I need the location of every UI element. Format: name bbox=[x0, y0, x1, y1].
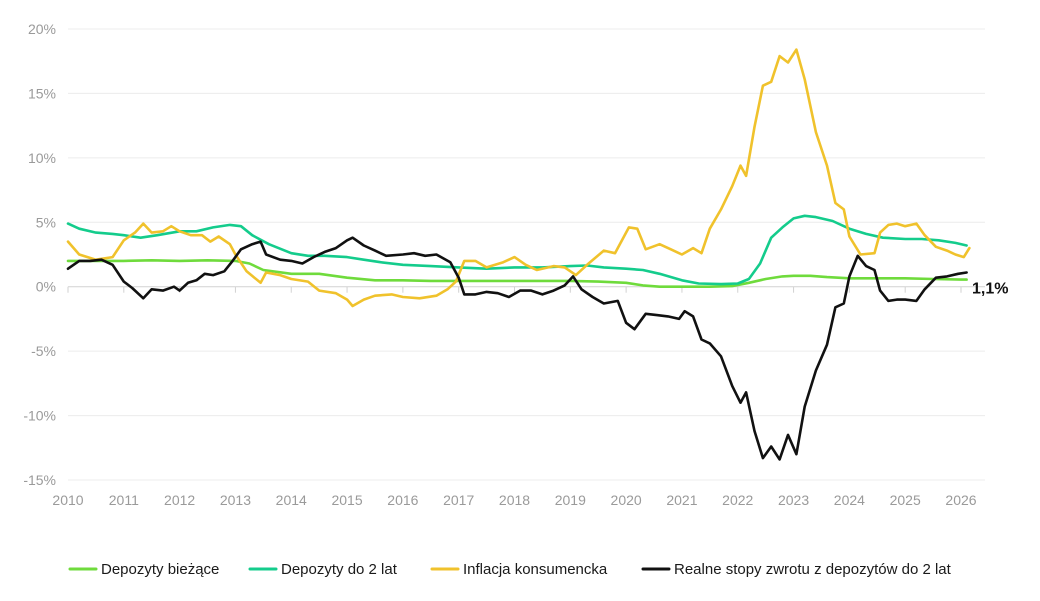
x-tick-label: 2021 bbox=[666, 492, 697, 508]
series-lines bbox=[66, 48, 971, 461]
x-tick-label: 2026 bbox=[945, 492, 976, 508]
x-tick-label: 2011 bbox=[109, 492, 139, 508]
y-tick-label: 15% bbox=[28, 85, 56, 101]
legend: Depozyty bieżące Depozyty do 2 lat Inflacj… bbox=[68, 561, 952, 578]
x-tick-label: 2025 bbox=[890, 492, 921, 508]
x-tick-label: 2013 bbox=[220, 492, 251, 508]
x-tick-label: 2022 bbox=[722, 492, 753, 508]
legend-label-2: Depozyty do 2 lat bbox=[281, 561, 398, 578]
x-tick-label: 2019 bbox=[555, 492, 586, 508]
y-tick-label: 20% bbox=[28, 21, 56, 37]
x-tick-label: 2016 bbox=[387, 492, 418, 508]
series-line-3 bbox=[66, 48, 971, 308]
x-tick-label: 2015 bbox=[331, 492, 362, 508]
x-tick-label: 2010 bbox=[52, 492, 83, 508]
legend-label-4: Realne stopy zwrotu z depozytów do 2 lat bbox=[674, 561, 952, 578]
y-tick-label: -10% bbox=[23, 408, 56, 424]
x-tick-label: 2012 bbox=[164, 492, 195, 508]
legend-label-3: Inflacja konsumencka bbox=[463, 561, 608, 578]
x-axis-ticks: 2010 2011 2012 2013 2014 2015 2016 2017 2018 2019… bbox=[52, 286, 977, 508]
y-tick-label: 0% bbox=[36, 279, 56, 295]
y-tick-label: -15% bbox=[23, 472, 56, 488]
x-tick-label: 2018 bbox=[499, 492, 530, 508]
legend-label-1: Depozyty bieżące bbox=[101, 561, 219, 578]
x-tick-label: 2024 bbox=[834, 492, 865, 508]
series-line-1 bbox=[66, 259, 968, 288]
y-tick-label: 5% bbox=[36, 214, 56, 230]
x-tick-label: 2017 bbox=[443, 492, 474, 508]
x-tick-label: 2014 bbox=[276, 492, 307, 508]
y-axis-ticks: 20% 15% 10% 5% 0% -5% -10% -15% bbox=[23, 21, 56, 488]
x-tick-label: 2023 bbox=[778, 492, 809, 508]
end-value-label: 1,1% bbox=[972, 281, 1008, 298]
y-tick-label: -5% bbox=[31, 343, 56, 359]
x-tick-label: 2020 bbox=[611, 492, 642, 508]
y-tick-label: 10% bbox=[28, 150, 56, 166]
series-line-4 bbox=[66, 236, 968, 461]
grid-lines bbox=[68, 28, 985, 481]
